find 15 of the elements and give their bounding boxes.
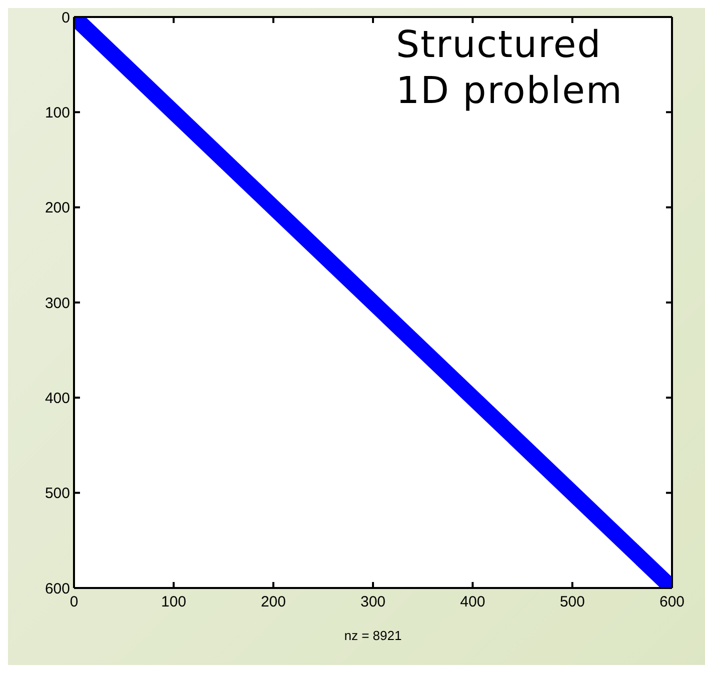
y-tick-label: 200 bbox=[44, 200, 70, 217]
x-tick-label: 200 bbox=[260, 594, 286, 611]
x-tick-label: 300 bbox=[360, 594, 386, 611]
x-tick-label: 500 bbox=[560, 594, 585, 611]
y-tick-label: 600 bbox=[44, 580, 70, 598]
x-tick-label: 400 bbox=[460, 594, 486, 611]
x-axis-title: nz = 8921 bbox=[344, 628, 402, 643]
y-tick-label: 500 bbox=[44, 485, 70, 502]
x-tick-label: 100 bbox=[161, 594, 186, 611]
annotation: Structured 1D problem bbox=[396, 22, 623, 114]
y-tick-label: 300 bbox=[44, 294, 70, 312]
y-tick-label: 0 bbox=[62, 9, 70, 26]
y-tick-label: 400 bbox=[44, 390, 70, 407]
x-tick-label: 600 bbox=[659, 594, 685, 611]
y-tick-label: 100 bbox=[44, 104, 70, 122]
